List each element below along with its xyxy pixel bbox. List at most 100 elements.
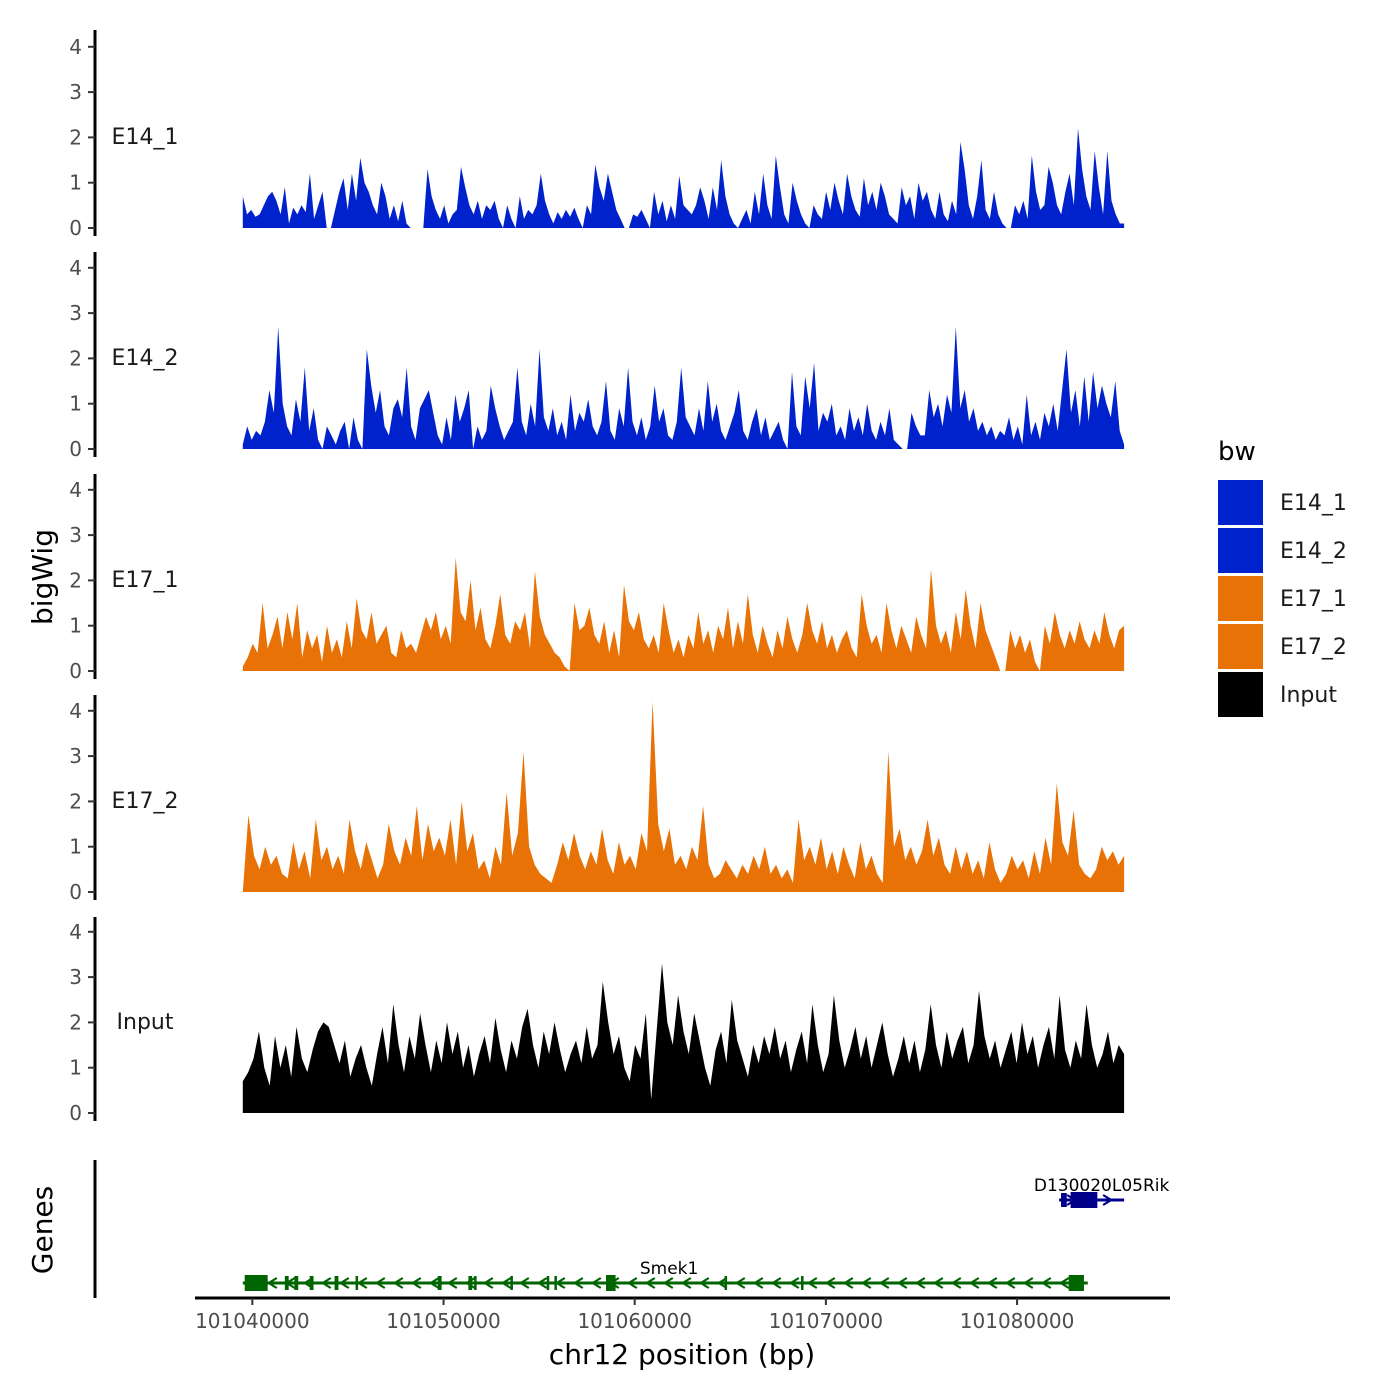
legend-label: E17_1 [1280,587,1347,612]
exon [334,1276,339,1290]
gene-label: D130020L05Rik [1034,1176,1170,1196]
exon [474,1276,477,1290]
y-tick-label: 2 [69,1010,82,1034]
exon [1061,1193,1067,1207]
legend-key [1218,480,1263,525]
y-tick-label: 3 [69,523,82,547]
signal-area-input [242,963,1125,1113]
exon [546,1276,550,1290]
track-label: E17_2 [112,789,179,814]
strand-chevron [356,1277,368,1289]
strand-chevron [950,1277,962,1289]
y-tick-label: 1 [69,835,82,859]
legend-key [1218,624,1263,669]
exon [554,1276,557,1290]
exon [1068,1275,1084,1291]
signal-area-e17-1 [242,557,1125,671]
y-tick-label: 4 [69,478,82,502]
legend-title: bw [1218,437,1256,467]
strand-chevron [1058,1277,1070,1289]
x-tick-label: 101070000 [769,1309,884,1333]
strand-chevron [986,1277,998,1289]
exon [510,1276,513,1290]
legend-key [1218,528,1263,573]
strand-chevron [878,1277,890,1289]
exon [724,1276,728,1290]
genes-panel: Smek1 D130020L05Rik [93,1160,1170,1298]
strand-chevron [482,1277,494,1289]
strand-chevron [338,1277,350,1289]
exon [244,1275,268,1291]
strand-chevron [572,1277,584,1289]
strand-chevron [860,1277,872,1289]
legend-entries: E14_1 E14_2 E17_1 E17_2 Input [1218,480,1347,717]
strand-chevron [824,1277,836,1289]
track-e17-1: 0 1 2 3 4 E17_1 [69,474,1125,683]
strand-chevron [644,1277,656,1289]
gene-label: Smek1 [640,1259,698,1279]
y-tick-label: 1 [69,1056,82,1080]
y-tick-label: 4 [69,699,82,723]
x-tick-label: 101040000 [195,1309,310,1333]
x-tick-label: 101060000 [577,1309,692,1333]
y-tick-label: 3 [69,301,82,325]
bigwig-tracks: 0 1 2 3 4 E14_1 0 1 2 3 4 E14_2 0 1 2 3 4 E17_1 0 1 2 3 4 E17_2… [69,30,1125,1125]
track-input: 0 1 2 3 4 Input [69,917,1125,1125]
track-label: Input [117,1010,174,1035]
y-tick-label: 0 [69,1101,82,1125]
gene-smek1: Smek1 [242,1259,1088,1291]
strand-chevron [590,1277,602,1289]
strand-chevron [428,1277,440,1289]
strand-chevron [392,1277,404,1289]
strand-chevron [932,1277,944,1289]
y-tick-label: 0 [69,437,82,461]
strand-chevron [1040,1277,1052,1289]
strand-chevron [680,1277,692,1289]
strand-chevron [842,1277,854,1289]
y-tick-label: 2 [69,789,82,813]
x-tick-label: 101050000 [386,1309,501,1333]
y-tick-label: 2 [69,125,82,149]
legend-label: E14_1 [1280,491,1347,516]
track-label: E14_2 [112,346,179,371]
strand-chevron [770,1277,782,1289]
strand-chevron [518,1277,530,1289]
strand-chevron [446,1277,458,1289]
y-tick-label: 0 [69,216,82,240]
strand-chevron [1022,1277,1034,1289]
strand-chevron [752,1277,764,1289]
track-e14-2: 0 1 2 3 4 E14_2 [69,252,1125,461]
strand-chevron [968,1277,980,1289]
exon [606,1275,616,1291]
y-axis-title: bigWig [26,529,59,625]
y-tick-label: 1 [69,171,82,195]
exon [437,1276,442,1290]
strand-chevron [1102,1194,1114,1206]
strand-chevron [788,1277,800,1289]
y-tick-label: 0 [69,880,82,904]
y-tick-label: 1 [69,614,82,638]
y-tick-label: 1 [69,392,82,416]
x-axis: 101040000 101050000 101060000 101070000 1010… [195,1296,1170,1333]
exon [355,1276,359,1290]
legend-key [1218,672,1263,717]
strand-chevron [500,1277,512,1289]
strand-chevron [734,1277,746,1289]
y-tick-label: 2 [69,568,82,592]
strand-chevron [1004,1277,1016,1289]
track-e14-1: 0 1 2 3 4 E14_1 [69,30,1125,240]
y-tick-label: 4 [69,920,82,944]
strand-chevron [266,1277,278,1289]
strand-chevron [698,1277,710,1289]
genes-axis-title: Genes [26,1186,59,1274]
exon [309,1276,314,1290]
exon [801,1276,804,1290]
y-tick-label: 3 [69,80,82,104]
strand-chevron [914,1277,926,1289]
track-label: E14_1 [112,125,179,150]
legend-label: E14_2 [1280,539,1347,564]
signal-area-e14-1 [242,128,1125,228]
strand-chevron [374,1277,386,1289]
y-tick-label: 3 [69,965,82,989]
